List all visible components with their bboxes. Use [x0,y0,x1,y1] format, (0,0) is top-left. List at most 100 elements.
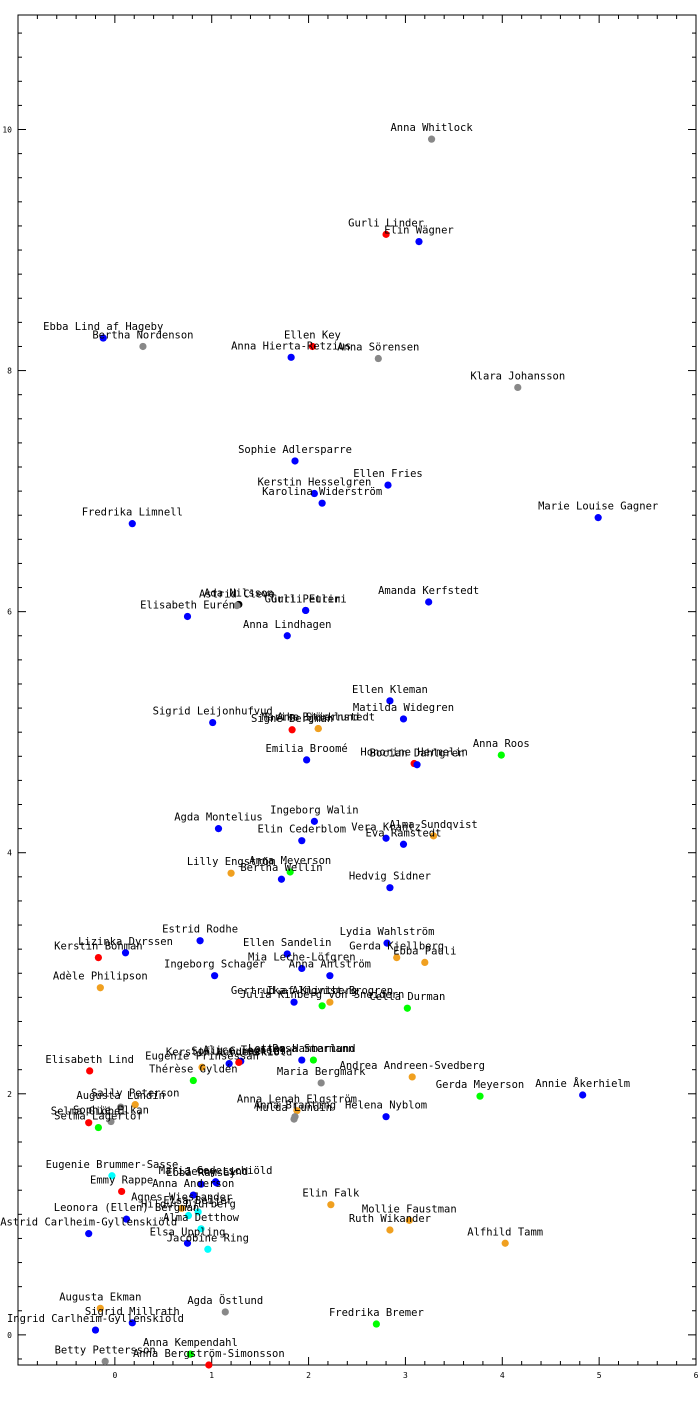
point-label: Bertha Wellin [240,862,322,874]
point-label: Elsa Beijer [163,1195,233,1207]
point-label: Eugenie Prinsessan [145,1050,259,1062]
point-label: Betty Pettersson [55,1344,156,1356]
point-label: Sigrid Leijonhufvud [153,706,273,718]
point-label: Karolina Widerström [262,486,382,498]
data-point [91,1326,100,1334]
point-label: Anna Meyerson [249,855,331,867]
data-point [384,481,392,489]
data-point [382,230,390,238]
data-point [290,998,298,1006]
point-label: Emilia Broomé [266,743,348,755]
data-point [386,884,394,892]
data-point [497,751,505,759]
point-label: Ada Nilsson [204,587,274,599]
data-point [399,840,408,848]
point-label: Ingeborg Walin [270,804,359,816]
data-point [283,632,291,640]
point-label: Anna Sörensen [337,342,419,354]
point-label: Cella Durman [369,991,445,1003]
point-label: Lotten Hammarlund [248,1043,355,1055]
data-point [427,135,436,143]
data-point [514,383,522,392]
point-label: Sigrid Millrath [85,1306,180,1318]
point-label: Bocian Dahlgren [370,748,465,760]
x-tick-label: 2 [306,1371,311,1380]
point-label: Elin Wägner [384,225,454,237]
point-label: Jacobine Ring [167,1232,249,1244]
data-point [318,499,326,507]
data-point [302,606,310,615]
point-label: Gerda Meyerson [436,1079,525,1091]
data-point [303,756,311,764]
point-label: Ellen Fries [353,468,423,480]
point-label: Lydia Wahlström [340,926,435,938]
y-tick-label: 6 [7,608,12,617]
data-point [309,1056,318,1064]
data-point [99,334,107,342]
data-point [594,514,602,522]
point-label: Rosa Stermann [272,1043,354,1055]
x-tick-label: 0 [112,1371,117,1380]
data-point [117,1103,125,1111]
y-tick-label: 0 [7,1331,12,1340]
data-point [214,825,223,833]
data-point [415,238,423,246]
point-label: Elsa Uppling [150,1226,226,1238]
point-label: Agda Östlund [187,1294,263,1307]
data-point [205,1361,213,1369]
point-label: Honorine Hermelin [360,747,467,759]
data-point [429,832,438,840]
point-label: Andrea Andreen-Svedberg [340,1060,485,1072]
point-label: Agnes Wieslander [131,1191,232,1203]
data-point [399,715,408,723]
y-tick-label: 8 [7,367,12,376]
point-label: Ellen Kleman [352,684,428,696]
data-point [287,353,295,361]
point-label: Elin Cederblom [258,824,347,836]
data-point [327,1201,335,1209]
data-point [393,953,401,962]
point-label: Maria Cederschiöld [159,1165,273,1177]
point-label: Jenny Lind [185,1166,248,1178]
data-point [288,726,296,734]
data-point [183,1239,192,1247]
data-point [197,1225,205,1233]
point-label: Ebba Ramsay [166,1167,236,1179]
data-point [122,1215,131,1223]
data-point [212,1179,221,1187]
point-label: Bertha Nordenson [92,329,193,341]
point-label: Anna Anderson [152,1178,234,1190]
data-point [283,950,291,958]
point-label: Ebba Pauli [393,945,456,957]
point-label: Mollie Faustman [362,1203,457,1215]
point-label: Julia Kinberg von Sneidern [240,989,404,1001]
point-label: Gerda Kjellberg [349,941,444,953]
point-label: Ebba Lind af Hageby [43,321,163,333]
point-label: Sally Peterson [91,1088,180,1100]
data-point [386,1226,394,1234]
point-label: Ann Björklund [277,712,359,724]
data-point [118,1187,126,1196]
point-label: Hildur Djurberg [141,1199,236,1211]
data-point [298,1056,306,1064]
point-label: Gurli Euler [271,593,341,605]
data-point [209,718,217,727]
data-point [310,489,318,498]
point-label: Marie Louise Gagner [538,501,658,513]
point-label: Matilda Widegren [353,702,454,714]
point-label: Hulda Lundin [256,1102,332,1114]
point-label: Hedvig Sidner [349,871,431,883]
point-label: Elisabeth Eurén [140,599,235,611]
data-point [227,869,235,877]
data-point [211,972,219,980]
point-label: Vera Krantz [351,821,421,833]
point-label: Ingrid Carlheim-Gyllenskiöld [7,1313,184,1325]
y-tick-label: 10 [2,126,12,135]
data-point [94,1123,102,1132]
point-label: Annie Åkerhielm [535,1077,630,1090]
point-label: Kerstin Nordenskiöld [166,1047,292,1059]
data-point [204,1245,212,1253]
x-tick-label: 1 [209,1371,214,1380]
